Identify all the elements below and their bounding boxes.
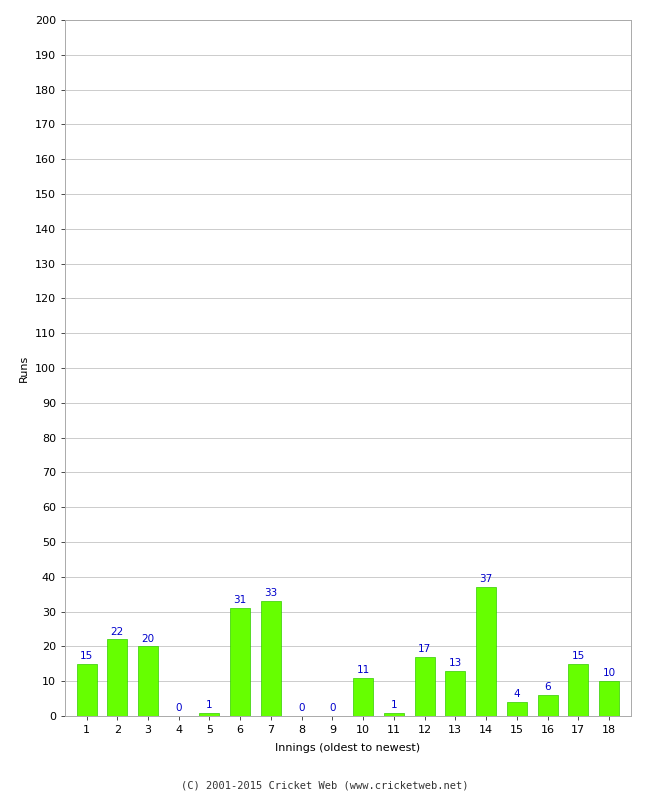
Text: 11: 11 — [356, 665, 370, 675]
Bar — [507, 702, 526, 716]
Bar — [138, 646, 158, 716]
Text: 33: 33 — [265, 588, 278, 598]
Bar — [445, 670, 465, 716]
Bar — [568, 664, 588, 716]
X-axis label: Innings (oldest to newest): Innings (oldest to newest) — [275, 743, 421, 754]
Text: 1: 1 — [206, 700, 213, 710]
Bar — [261, 601, 281, 716]
Text: 0: 0 — [298, 703, 305, 714]
Bar — [599, 682, 619, 716]
Bar — [200, 713, 220, 716]
Bar — [353, 678, 373, 716]
Text: (C) 2001-2015 Cricket Web (www.cricketweb.net): (C) 2001-2015 Cricket Web (www.cricketwe… — [181, 781, 469, 790]
Bar — [77, 664, 96, 716]
Bar — [538, 695, 558, 716]
Text: 0: 0 — [329, 703, 335, 714]
Text: 0: 0 — [176, 703, 182, 714]
Bar — [415, 657, 435, 716]
Bar — [107, 639, 127, 716]
Y-axis label: Runs: Runs — [20, 354, 29, 382]
Text: 17: 17 — [418, 644, 431, 654]
Text: 15: 15 — [571, 651, 585, 661]
Text: 22: 22 — [111, 626, 124, 637]
Bar — [230, 608, 250, 716]
Text: 20: 20 — [142, 634, 155, 644]
Text: 1: 1 — [391, 700, 397, 710]
Text: 4: 4 — [514, 690, 520, 699]
Bar — [384, 713, 404, 716]
Text: 15: 15 — [80, 651, 93, 661]
Text: 31: 31 — [233, 595, 247, 606]
Bar — [476, 587, 496, 716]
Text: 13: 13 — [448, 658, 462, 668]
Text: 10: 10 — [603, 669, 616, 678]
Text: 6: 6 — [544, 682, 551, 692]
Text: 37: 37 — [480, 574, 493, 585]
